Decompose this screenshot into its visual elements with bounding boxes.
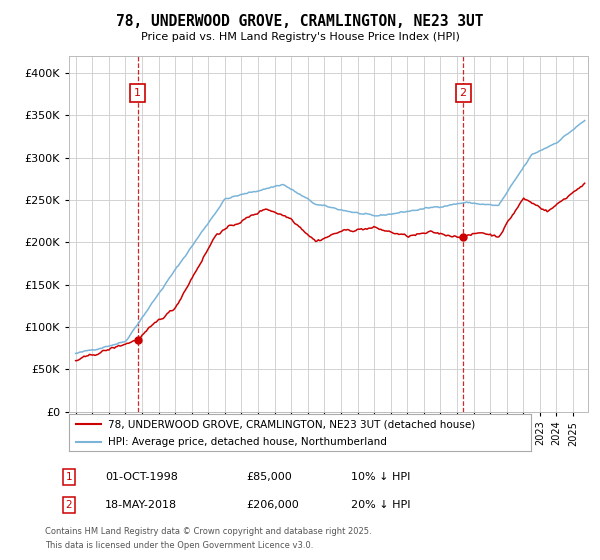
Text: 1: 1 (65, 472, 73, 482)
Text: £85,000: £85,000 (246, 472, 292, 482)
Text: HPI: Average price, detached house, Northumberland: HPI: Average price, detached house, Nort… (108, 437, 387, 447)
Text: 20% ↓ HPI: 20% ↓ HPI (351, 500, 410, 510)
Text: This data is licensed under the Open Government Licence v3.0.: This data is licensed under the Open Gov… (45, 541, 313, 550)
Text: £206,000: £206,000 (246, 500, 299, 510)
Text: 01-OCT-1998: 01-OCT-1998 (105, 472, 178, 482)
Text: 2: 2 (65, 500, 73, 510)
Text: 78, UNDERWOOD GROVE, CRAMLINGTON, NE23 3UT: 78, UNDERWOOD GROVE, CRAMLINGTON, NE23 3… (116, 14, 484, 29)
Text: Contains HM Land Registry data © Crown copyright and database right 2025.: Contains HM Land Registry data © Crown c… (45, 528, 371, 536)
Text: 78, UNDERWOOD GROVE, CRAMLINGTON, NE23 3UT (detached house): 78, UNDERWOOD GROVE, CRAMLINGTON, NE23 3… (108, 419, 476, 429)
Text: 18-MAY-2018: 18-MAY-2018 (105, 500, 177, 510)
Text: 2: 2 (460, 88, 467, 99)
Text: 1: 1 (134, 88, 142, 99)
Text: Price paid vs. HM Land Registry's House Price Index (HPI): Price paid vs. HM Land Registry's House … (140, 32, 460, 43)
Text: 10% ↓ HPI: 10% ↓ HPI (351, 472, 410, 482)
